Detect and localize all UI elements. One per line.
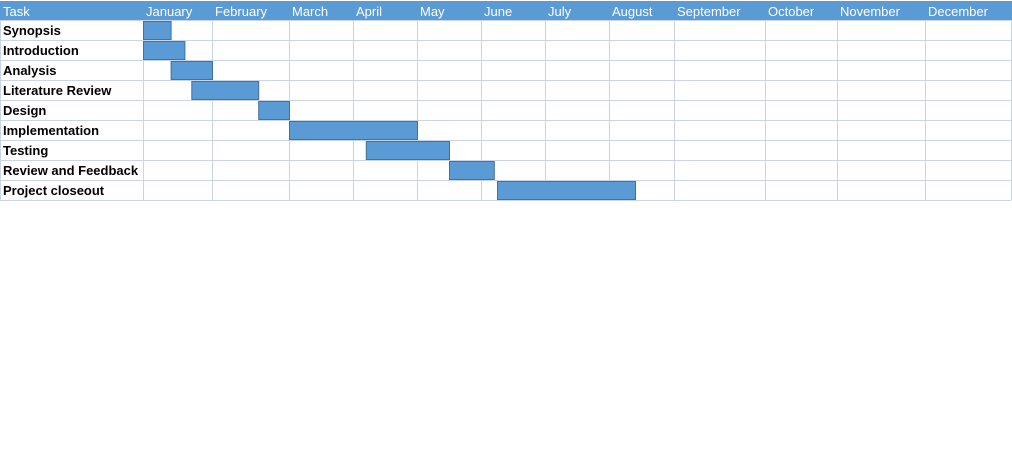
header-background (0, 1, 1012, 20)
task-bar-design (258, 101, 291, 120)
month-header-november: November (840, 4, 901, 19)
month-header-june: June (484, 4, 512, 19)
task-bar-analysis (170, 61, 214, 80)
month-header-december: December (928, 4, 989, 19)
header-task-label: Task (3, 4, 30, 19)
month-header-march: March (292, 4, 328, 19)
month-header-april: April (356, 4, 382, 19)
task-bar-testing (365, 141, 450, 160)
task-label-introduction: Introduction (3, 43, 79, 58)
task-bar-implementation (289, 121, 418, 140)
month-header-september: September (677, 4, 741, 19)
month-header-august: August (612, 4, 653, 19)
task-bar-literature-review (191, 81, 260, 100)
month-header-january: January (146, 4, 193, 19)
task-bar-project-closeout (497, 181, 636, 200)
month-header-july: July (548, 4, 572, 19)
task-label-analysis: Analysis (3, 63, 56, 78)
task-label-literature-review: Literature Review (3, 83, 112, 98)
header-row: Task January February March April May June July… (0, 1, 1012, 20)
task-label-project-closeout: Project closeout (3, 183, 105, 198)
task-bars (143, 21, 636, 200)
task-label-review-and-feedback: Review and Feedback (3, 163, 139, 178)
task-label-design: Design (3, 103, 46, 118)
month-header-october: October (768, 4, 815, 19)
task-bar-introduction (143, 41, 186, 60)
task-labels: Synopsis Introduction Analysis Literature R… (3, 23, 139, 198)
task-label-testing: Testing (3, 143, 48, 158)
task-label-synopsis: Synopsis (3, 23, 61, 38)
month-header-february: February (215, 4, 268, 19)
task-label-implementation: Implementation (3, 123, 99, 138)
task-bar-review-and-feedback (449, 161, 495, 180)
task-bar-synopsis (143, 21, 172, 40)
month-header-may: May (420, 4, 445, 19)
